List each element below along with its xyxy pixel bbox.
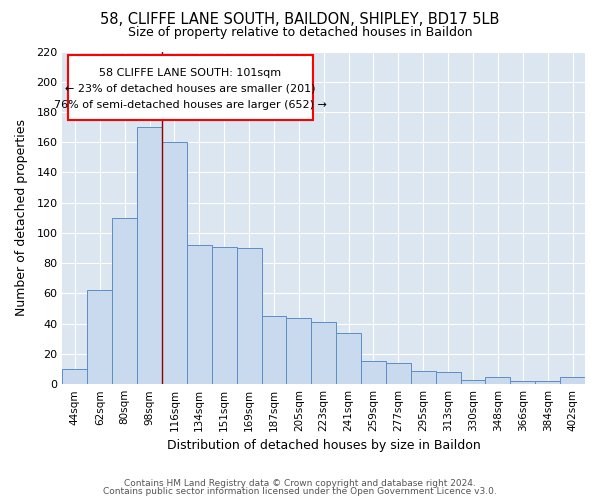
Bar bbox=[560, 376, 585, 384]
Text: 58, CLIFFE LANE SOUTH, BAILDON, SHIPLEY, BD17 5LB: 58, CLIFFE LANE SOUTH, BAILDON, SHIPLEY,… bbox=[100, 12, 500, 28]
Text: Contains public sector information licensed under the Open Government Licence v3: Contains public sector information licen… bbox=[103, 487, 497, 496]
Bar bbox=[112, 218, 137, 384]
Bar bbox=[162, 142, 187, 384]
X-axis label: Distribution of detached houses by size in Baildon: Distribution of detached houses by size … bbox=[167, 440, 481, 452]
Bar bbox=[62, 369, 88, 384]
Bar bbox=[236, 248, 262, 384]
Bar bbox=[286, 318, 311, 384]
Text: Contains HM Land Registry data © Crown copyright and database right 2024.: Contains HM Land Registry data © Crown c… bbox=[124, 478, 476, 488]
Bar bbox=[361, 362, 386, 384]
Bar bbox=[535, 381, 560, 384]
Bar bbox=[411, 370, 436, 384]
Bar bbox=[386, 363, 411, 384]
FancyBboxPatch shape bbox=[68, 55, 313, 120]
Bar bbox=[262, 316, 286, 384]
Bar bbox=[212, 246, 236, 384]
Bar bbox=[485, 376, 511, 384]
Text: 58 CLIFFE LANE SOUTH: 101sqm: 58 CLIFFE LANE SOUTH: 101sqm bbox=[100, 68, 281, 78]
Y-axis label: Number of detached properties: Number of detached properties bbox=[15, 120, 28, 316]
Bar bbox=[511, 381, 535, 384]
Bar bbox=[187, 245, 212, 384]
Bar bbox=[461, 380, 485, 384]
Text: ← 23% of detached houses are smaller (201): ← 23% of detached houses are smaller (20… bbox=[65, 83, 316, 93]
Text: 76% of semi-detached houses are larger (652) →: 76% of semi-detached houses are larger (… bbox=[54, 100, 327, 110]
Bar bbox=[436, 372, 461, 384]
Bar bbox=[336, 333, 361, 384]
Bar bbox=[137, 127, 162, 384]
Text: Size of property relative to detached houses in Baildon: Size of property relative to detached ho… bbox=[128, 26, 472, 39]
Bar bbox=[88, 290, 112, 384]
Bar bbox=[311, 322, 336, 384]
